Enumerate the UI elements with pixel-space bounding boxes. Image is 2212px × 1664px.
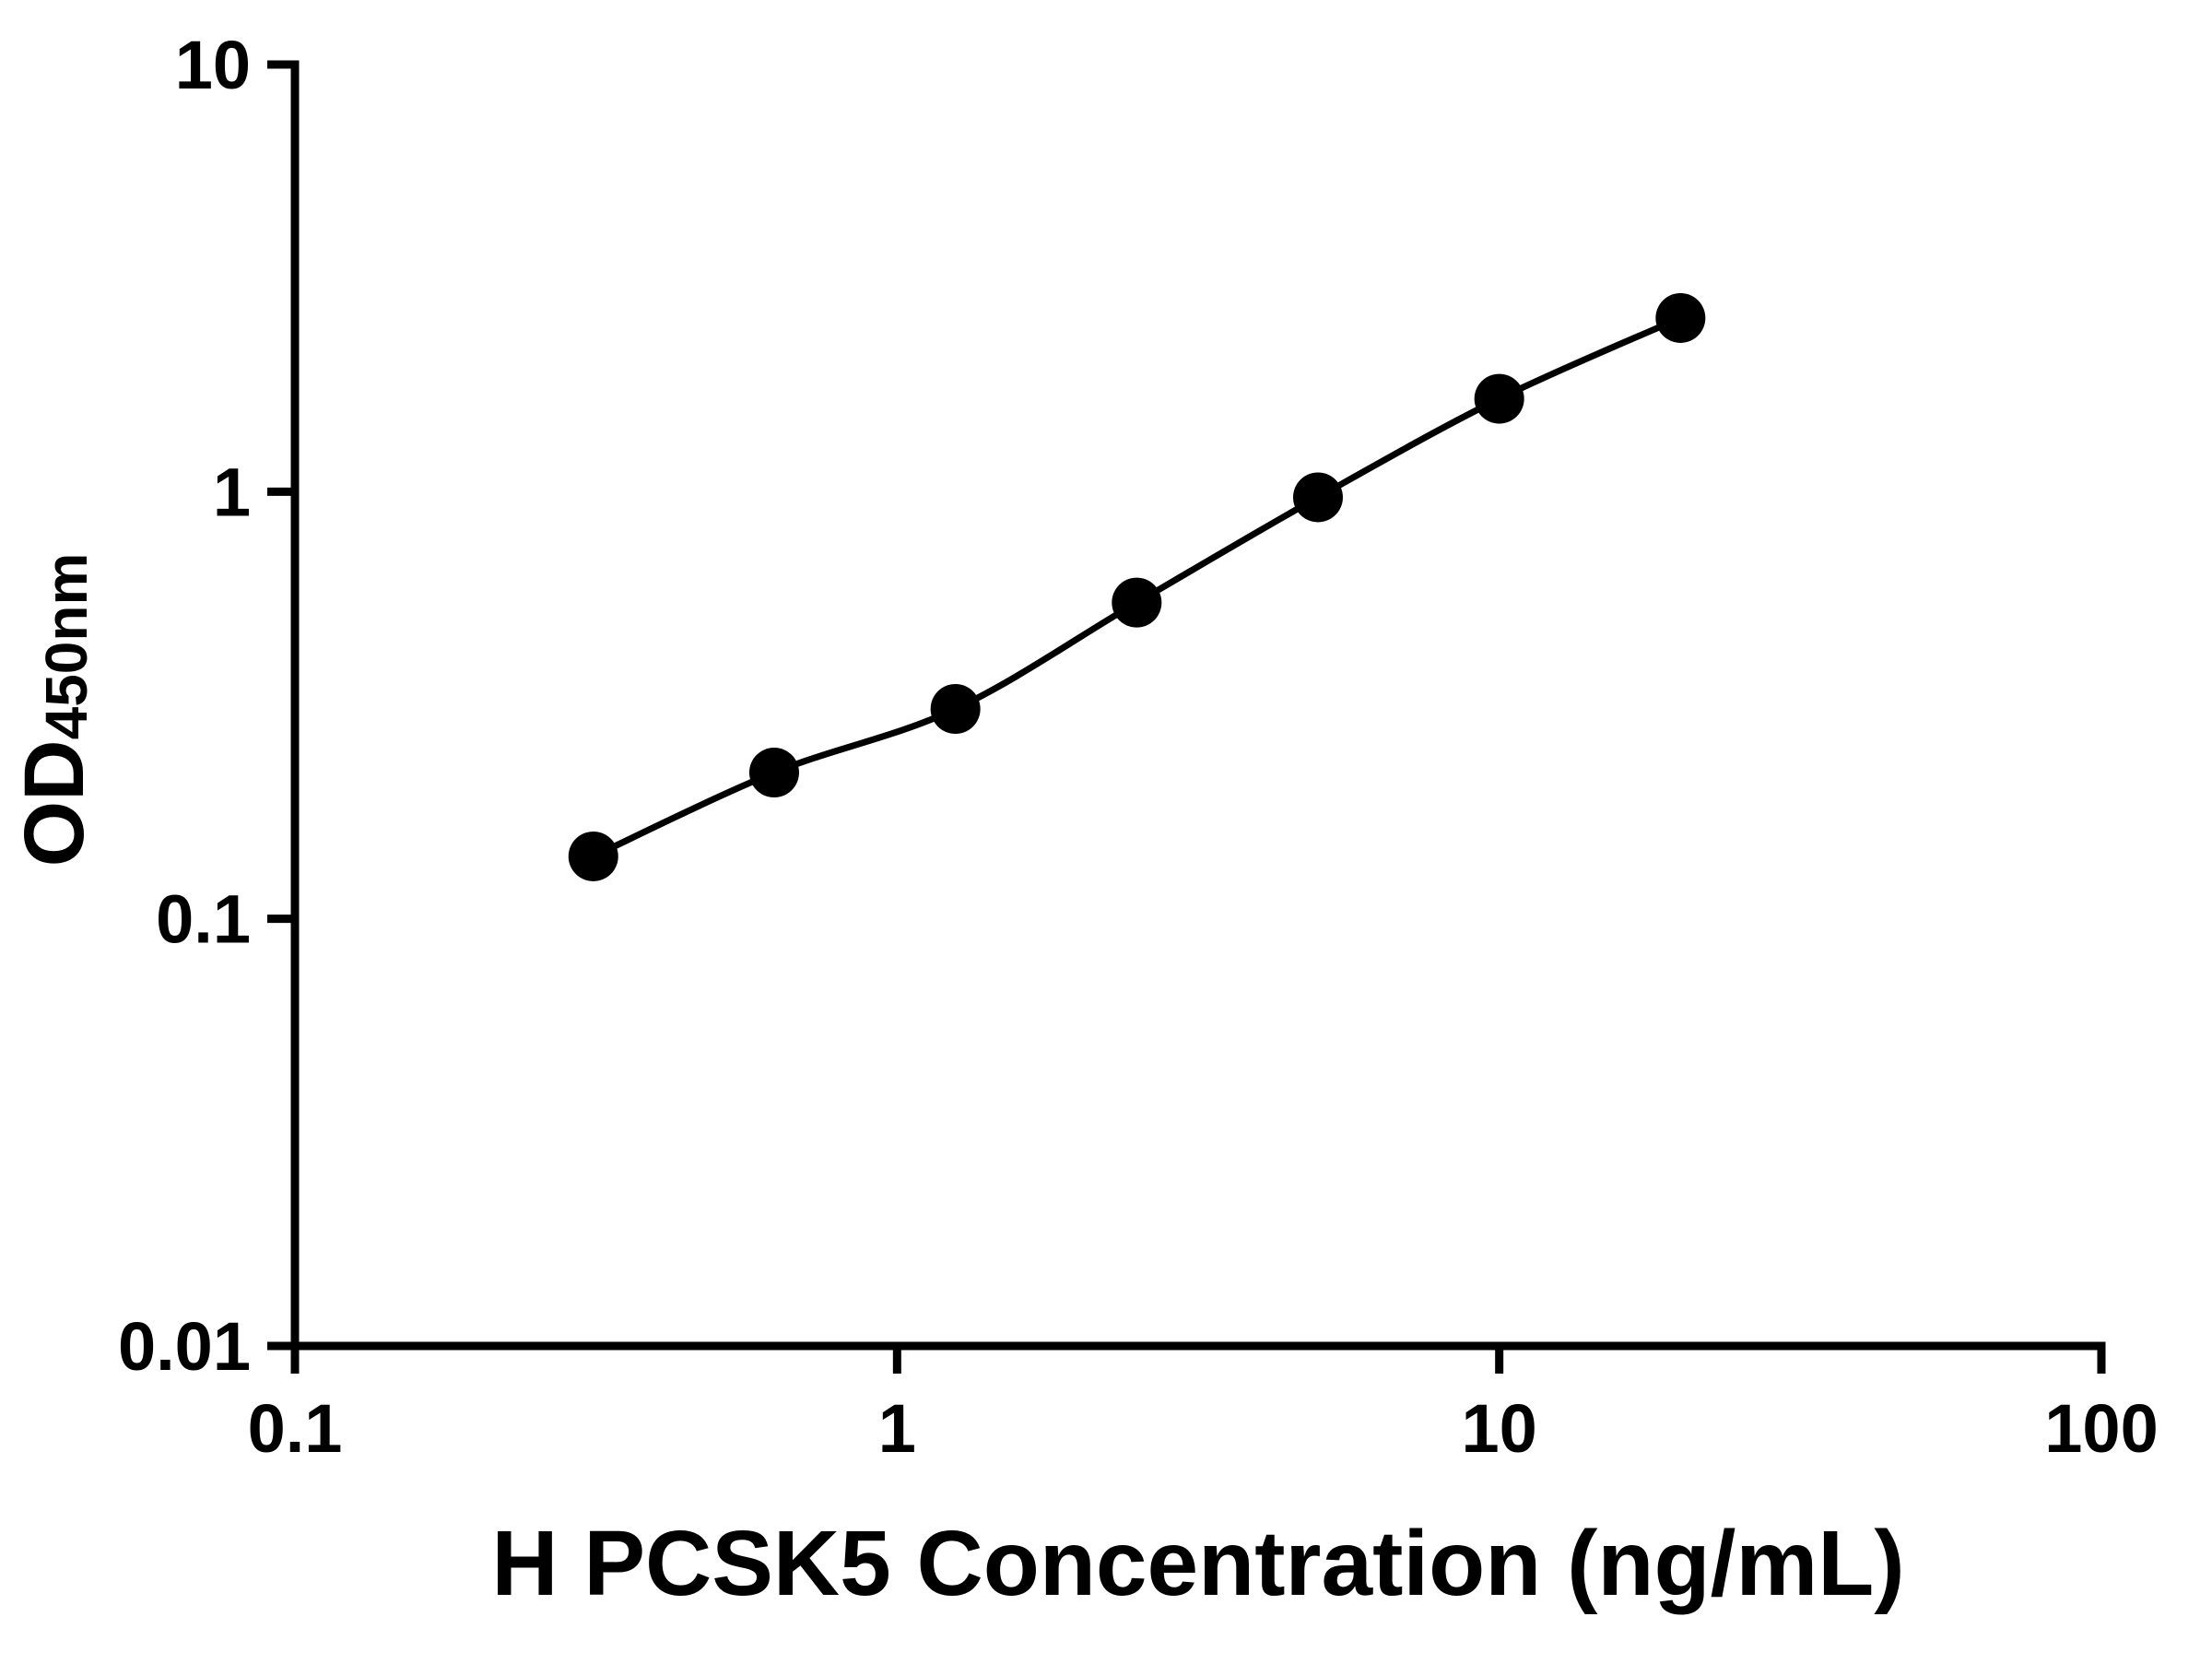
data-point	[1292, 472, 1343, 523]
data-point	[1112, 577, 1162, 628]
y-axis-tick-label: 1	[213, 454, 251, 530]
x-axis-title: H PCSK5 Concentration (ng/mL)	[491, 1512, 1904, 1615]
y-axis-tick-label: 0.01	[118, 1308, 251, 1385]
axes-line	[290, 60, 2106, 1351]
y-axis-title-main: OD	[7, 739, 101, 867]
y-axis-tick-label: 0.1	[156, 881, 251, 958]
y-axis-title-sub: 450nm	[33, 553, 100, 740]
x-axis-tick-label: 1	[878, 1390, 916, 1467]
x-axis-tick-label: 100	[2044, 1390, 2158, 1467]
x-axis-tick-label: 0.1	[248, 1390, 343, 1467]
data-point	[1474, 373, 1524, 424]
x-axis-tick-label: 10	[1462, 1390, 1537, 1467]
y-axis-tick-label: 10	[175, 27, 251, 103]
data-point	[748, 748, 799, 798]
y-axis-title: OD450nm	[7, 553, 101, 867]
data-point	[930, 684, 981, 735]
data-point	[568, 831, 618, 881]
data-point	[1655, 292, 1706, 343]
